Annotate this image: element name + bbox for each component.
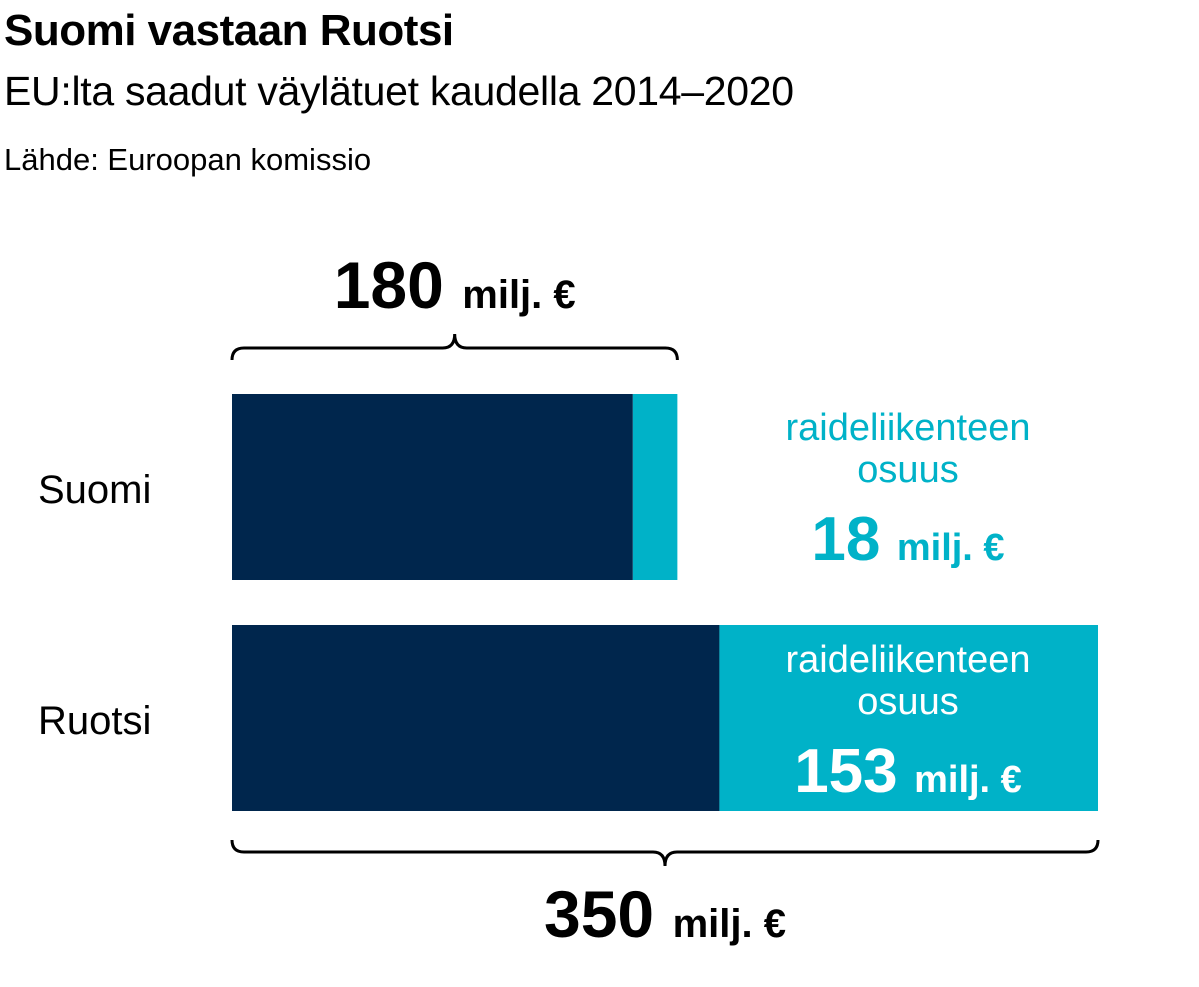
brace-ruotsi-total [230,839,1100,867]
rail-line1-suomi: raideliikenteen [785,407,1030,449]
total-label-suomi: 180 milj. € [334,248,576,322]
category-label-ruotsi: Ruotsi [38,699,151,743]
rail-number-ruotsi: 153 [794,737,897,806]
brace-suomi-total [230,333,679,361]
rail-number-suomi: 18 [811,505,880,574]
total-number-ruotsi: 350 [544,877,654,951]
rail-annotation-suomi: raideliikenteen osuus 18 milj. € [785,407,1030,574]
chart-source: Lähde: Euroopan komissio [4,142,372,177]
bar-suomi-rail [632,394,678,580]
rail-unit-ruotsi: milj. € [914,759,1022,801]
bar-suomi-other [232,394,633,580]
total-unit-suomi: milj. € [462,273,575,317]
rail-line2-ruotsi: osuus [857,681,958,723]
total-label-ruotsi: 350 milj. € [544,877,786,951]
rail-unit-suomi: milj. € [897,527,1005,569]
bar-ruotsi-rail [719,625,1098,811]
total-unit-ruotsi: milj. € [673,902,786,946]
rail-line1-ruotsi: raideliikenteen [785,639,1030,681]
rail-value-ruotsi: 153 milj. € [794,737,1022,806]
rail-value-suomi: 18 milj. € [811,505,1004,574]
total-number-suomi: 180 [334,248,444,322]
rail-line2-suomi: osuus [857,449,958,491]
chart-subtitle: EU:lta saadut väylätuet kaudella 2014–20… [4,68,794,114]
category-label-suomi: Suomi [38,468,151,512]
bar-ruotsi-other [232,625,720,811]
rail-annotation-ruotsi: raideliikenteen osuus 153 milj. € [785,639,1030,806]
chart-title: Suomi vastaan Ruotsi [4,6,454,55]
